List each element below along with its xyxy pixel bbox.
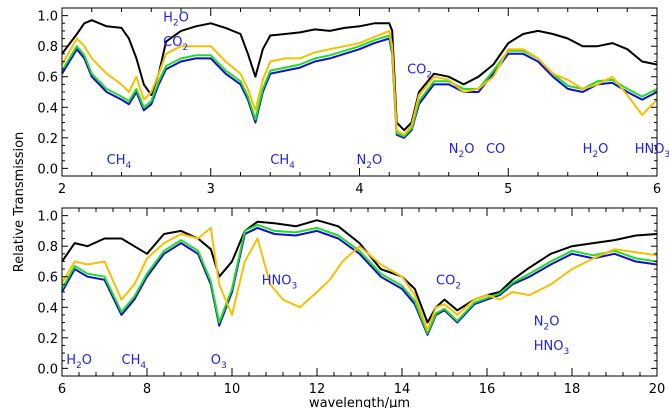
- x-tick-label: 20: [649, 382, 666, 397]
- x-tick-label: 2: [58, 182, 66, 197]
- series-line-1: [61, 219, 658, 324]
- y-tick-label: 0.0: [37, 162, 58, 177]
- x-tick-label: 10: [224, 382, 241, 397]
- annotation-label: N2O: [534, 315, 560, 333]
- y-tick-label: 0.8: [37, 40, 58, 55]
- y-tick-label: 0.6: [37, 71, 58, 86]
- annotation-label: O3: [211, 353, 227, 371]
- x-axis-label: wavelength/μm: [309, 396, 410, 408]
- annotation-label: CO2: [436, 273, 461, 291]
- panel-2: 0.0 0.2 0.4 0.6 0.8 1.0 6 8 10 12 14 16 18 20 waveleng…: [37, 207, 666, 408]
- y-tick-label: 1.0: [37, 10, 58, 25]
- y-tick-label: 0.8: [37, 240, 58, 255]
- annotation-label: CH4: [122, 353, 147, 371]
- y-axis-label: Relative Transmission: [12, 132, 27, 273]
- x-tick-label: 6: [653, 182, 661, 197]
- x-tick-label: 16: [479, 382, 496, 397]
- panel-1: 0.0 0.2 0.4 0.6 0.8 1.0 2 3 4 5 6 CH4 H2O CO2 CH4 N2O CO…: [37, 7, 669, 197]
- x-tick-label: 18: [564, 382, 581, 397]
- annotation-label: H2O: [66, 353, 92, 371]
- annotation-label: N2O: [449, 142, 475, 160]
- y-tick-label: 1.0: [37, 210, 58, 225]
- annotation-label: CO2: [407, 63, 432, 81]
- x-tick-label: 6: [58, 382, 66, 397]
- annotation-label: HNO3: [534, 339, 569, 357]
- x-tick-label: 12: [309, 382, 326, 397]
- y-tick-label: 0.4: [37, 301, 58, 316]
- y-tick-label: 0.4: [37, 101, 58, 116]
- x-tick-label: 8: [143, 382, 151, 397]
- x-tick-label: 14: [394, 382, 411, 397]
- series-line-4: [61, 226, 658, 332]
- series-line-4: [61, 29, 658, 136]
- series-line-2: [61, 37, 658, 139]
- series-line-3: [61, 34, 658, 138]
- y-tick-label: 0.2: [37, 132, 58, 147]
- annotation-label: N2O: [357, 153, 383, 171]
- y-tick-label: 0.6: [37, 271, 58, 286]
- annotation-label: HNO3: [635, 142, 669, 160]
- series-line-1: [61, 19, 658, 132]
- annotation-label: H2O: [583, 142, 609, 160]
- annotation-label: CO2: [163, 35, 188, 53]
- annotation-label: CO: [486, 142, 505, 157]
- x-tick-label: 5: [504, 182, 512, 197]
- annotation-label: HNO3: [262, 273, 297, 291]
- x-tick-label: 4: [355, 182, 363, 197]
- series-line-2: [61, 226, 658, 336]
- series-line-3: [61, 223, 658, 335]
- x-tick-label: 3: [207, 182, 215, 197]
- annotation-label: CH4: [270, 153, 295, 171]
- annotation-label: CH4: [107, 153, 132, 171]
- y-tick-label: 0.0: [37, 362, 58, 377]
- y-tick-label: 0.2: [37, 332, 58, 347]
- annotation-label: H2O: [163, 11, 189, 29]
